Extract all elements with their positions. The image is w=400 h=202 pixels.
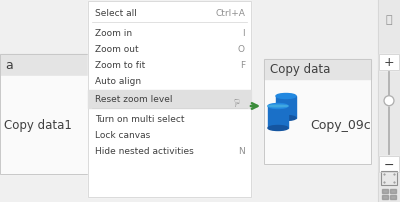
Bar	[264, 60, 371, 80]
Bar	[264, 60, 371, 164]
Bar	[0, 55, 90, 77]
Text: I: I	[242, 29, 245, 38]
Ellipse shape	[268, 105, 288, 107]
Bar	[390, 195, 396, 199]
Ellipse shape	[276, 94, 296, 99]
Circle shape	[384, 96, 394, 106]
Text: Select all: Select all	[95, 9, 137, 18]
Text: Zoom out: Zoom out	[95, 45, 139, 54]
Text: Copy data1: Copy data1	[4, 118, 72, 131]
Text: ⌕: ⌕	[386, 15, 392, 25]
Text: Auto align: Auto align	[95, 77, 141, 86]
Bar	[379, 156, 399, 172]
Bar	[381, 171, 397, 185]
Text: ☝: ☝	[233, 95, 239, 104]
Text: Copy_09c: Copy_09c	[310, 118, 371, 131]
Text: Copy data: Copy data	[270, 63, 330, 76]
Bar	[379, 55, 399, 71]
Bar	[378, 0, 400, 202]
Bar	[378, 0, 400, 202]
Bar	[88, 2, 251, 197]
Text: O: O	[238, 45, 245, 54]
Ellipse shape	[276, 116, 296, 121]
Ellipse shape	[268, 126, 288, 131]
Bar	[379, 55, 399, 71]
Text: a: a	[5, 59, 13, 72]
Bar	[276, 97, 296, 118]
Bar	[382, 189, 388, 193]
Text: N: N	[238, 147, 245, 156]
Bar	[379, 156, 399, 172]
Bar	[88, 2, 251, 197]
Text: +: +	[384, 56, 394, 69]
Bar	[390, 189, 396, 193]
Text: Turn on multi select: Turn on multi select	[95, 115, 184, 124]
Text: Zoom in: Zoom in	[95, 29, 132, 38]
Bar	[0, 55, 90, 174]
Bar	[268, 106, 288, 128]
Text: Zoom to fit: Zoom to fit	[95, 61, 145, 70]
Text: Reset zoom level: Reset zoom level	[95, 95, 172, 104]
Text: −: −	[384, 158, 394, 171]
Bar	[382, 195, 388, 199]
Bar	[264, 60, 371, 164]
Text: Lock canvas: Lock canvas	[95, 131, 150, 140]
Text: Ctrl+A: Ctrl+A	[215, 9, 245, 18]
Ellipse shape	[268, 104, 288, 109]
Text: Hide nested activities: Hide nested activities	[95, 147, 194, 156]
Bar	[88, 90, 251, 108]
Bar	[0, 77, 90, 174]
Text: F: F	[240, 61, 245, 70]
